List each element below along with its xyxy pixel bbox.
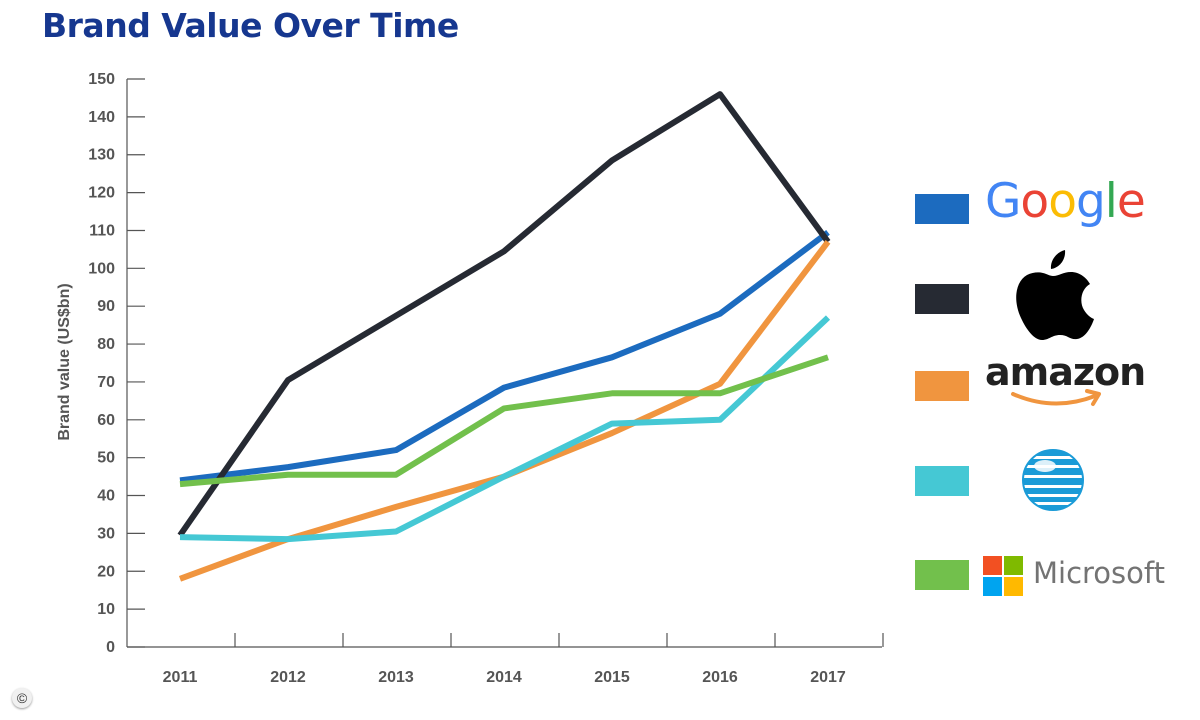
microsoft-logo-text: Microsoft — [1033, 556, 1165, 590]
y-tick-label: 150 — [88, 71, 115, 88]
x-tick-label: 2015 — [594, 669, 630, 686]
legend-swatch-apple — [915, 284, 969, 314]
series-line-microsoft — [179, 354, 829, 488]
legend-item-google: Google — [915, 174, 1195, 240]
legend-swatch-att — [915, 466, 969, 496]
series-line-att — [179, 315, 831, 543]
microsoft-logo-icon — [983, 556, 1023, 596]
copyright-icon: © — [12, 688, 32, 708]
series-line-google — [179, 229, 830, 484]
y-tick-label: 120 — [88, 185, 115, 202]
amazon-smile-icon — [1011, 389, 1101, 406]
y-tick-label: 110 — [89, 222, 115, 239]
x-tick-label: 2017 — [810, 669, 846, 686]
x-tick-label: 2016 — [702, 669, 738, 686]
y-tick-label: 70 — [97, 374, 115, 391]
x-tick-label: 2011 — [163, 669, 198, 686]
y-tick-label: 0 — [106, 639, 115, 656]
y-tick-label: 10 — [97, 601, 115, 618]
y-tick-label: 30 — [97, 525, 115, 542]
y-tick-label: 130 — [88, 147, 115, 164]
y-tick-label: 140 — [88, 109, 115, 126]
legend-swatch-google — [915, 194, 969, 224]
y-tick-label: 100 — [88, 260, 115, 277]
legend-item-amazon: amazon — [915, 350, 1195, 416]
y-tick-label: 80 — [97, 336, 115, 353]
y-axis-label: Brand value (US$bn) — [56, 283, 73, 440]
google-logo: Google — [985, 174, 1146, 229]
legend-swatch-amazon — [915, 371, 969, 401]
y-tick-label: 50 — [97, 450, 115, 467]
legend-item-microsoft: Microsoft — [915, 552, 1195, 612]
legend-item-apple — [915, 250, 1195, 340]
x-tick-label: 2012 — [270, 669, 306, 686]
apple-logo-icon — [1016, 250, 1094, 340]
legend-swatch-microsoft — [915, 560, 969, 590]
legend-item-att — [915, 449, 1195, 511]
x-tick-label: 2014 — [486, 669, 522, 686]
att-globe-icon — [1022, 449, 1084, 511]
chart-title: Brand Value Over Time — [42, 6, 459, 45]
x-tick-label: 2013 — [378, 669, 414, 686]
y-tick-label: 20 — [97, 563, 115, 580]
series-line-apple — [177, 91, 831, 538]
y-tick-label: 90 — [97, 298, 115, 315]
chart-series — [177, 91, 831, 582]
chart-axes: 0 10 20 30 40 50 60 70 80 90 100 110 120 130 140 150 201… — [88, 71, 884, 686]
amazon-logo: amazon — [985, 350, 1146, 394]
y-tick-label: 60 — [97, 412, 115, 429]
y-tick-label: 40 — [97, 488, 115, 505]
